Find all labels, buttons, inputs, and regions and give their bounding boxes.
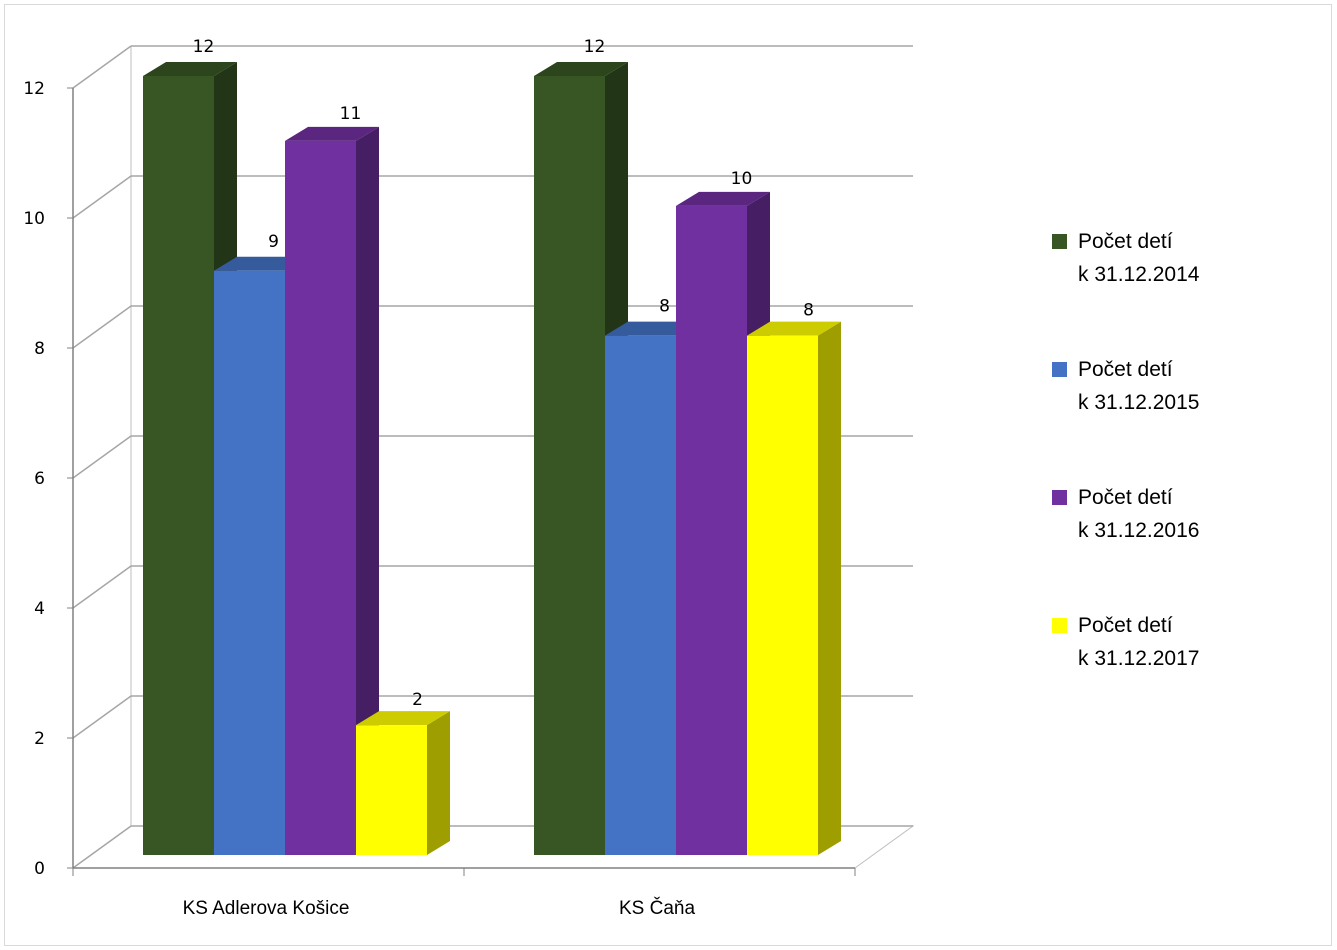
legend-swatch-2016 — [1052, 490, 1067, 505]
gridline-depth — [72, 435, 132, 479]
bar — [676, 205, 747, 856]
gridline-depth — [72, 305, 132, 349]
data-label: 9 — [268, 232, 279, 252]
legend-swatch-2014 — [1052, 234, 1067, 249]
y-tick-label: 0 — [34, 859, 45, 879]
y-tick-label: 8 — [34, 339, 45, 359]
category-label: KS Adlerova Košice — [183, 898, 350, 919]
y-tick-label: 6 — [34, 469, 45, 489]
data-label: 8 — [659, 297, 670, 317]
bar-top — [605, 321, 699, 336]
legend-label-2016: Počet detí k 31.12.2016 — [1078, 486, 1200, 542]
bar — [143, 76, 214, 855]
data-label: 11 — [340, 104, 362, 124]
category-label: KS Čaňa — [619, 897, 695, 919]
bar-top — [676, 191, 770, 206]
gridline-depth — [72, 825, 132, 869]
gridline-depth — [72, 45, 132, 89]
data-label: 2 — [412, 690, 423, 710]
chart-frame — [4, 4, 1332, 946]
y-tick-label: 2 — [34, 729, 45, 749]
category-labels: KS Adlerova Košice KS Čaňa — [183, 897, 696, 919]
bar-top — [143, 62, 237, 76]
y-tick-label: 4 — [34, 599, 45, 619]
gridline-depth — [72, 565, 132, 609]
bar-top — [285, 126, 379, 141]
legend-label-2017: Počet detí k 31.12.2017 — [1078, 614, 1200, 670]
bar — [214, 270, 285, 855]
bar-top — [214, 256, 308, 271]
bar-top — [747, 321, 841, 336]
bar — [605, 335, 676, 856]
legend-swatch-2015 — [1052, 362, 1067, 377]
legend-label-2015: Počet detí k 31.12.2015 — [1078, 358, 1200, 414]
data-label: 8 — [803, 301, 814, 321]
bar — [747, 335, 818, 856]
y-tick-labels: 0 2 4 6 8 10 12 — [23, 79, 45, 879]
bar-top — [356, 711, 450, 726]
bar-side — [356, 126, 379, 855]
gridline-depth — [72, 175, 132, 219]
bar — [285, 140, 356, 855]
data-label: 12 — [193, 37, 215, 57]
bar-side — [427, 711, 450, 855]
y-tick-label: 10 — [23, 209, 45, 229]
bar-top — [534, 62, 628, 76]
gridline-depth — [72, 695, 132, 739]
bar — [534, 76, 605, 855]
bar-side — [818, 321, 841, 856]
legend-swatch-2017 — [1052, 618, 1067, 633]
data-label: 10 — [731, 169, 753, 189]
bar — [356, 725, 427, 855]
data-labels: 12 9 11 2 12 8 10 8 — [193, 37, 814, 710]
data-label: 12 — [584, 37, 606, 57]
axes — [67, 87, 856, 876]
bars — [143, 62, 841, 856]
y-tick-label: 12 — [23, 79, 45, 99]
legend-label-2014: Počet detí k 31.12.2014 — [1078, 230, 1200, 286]
